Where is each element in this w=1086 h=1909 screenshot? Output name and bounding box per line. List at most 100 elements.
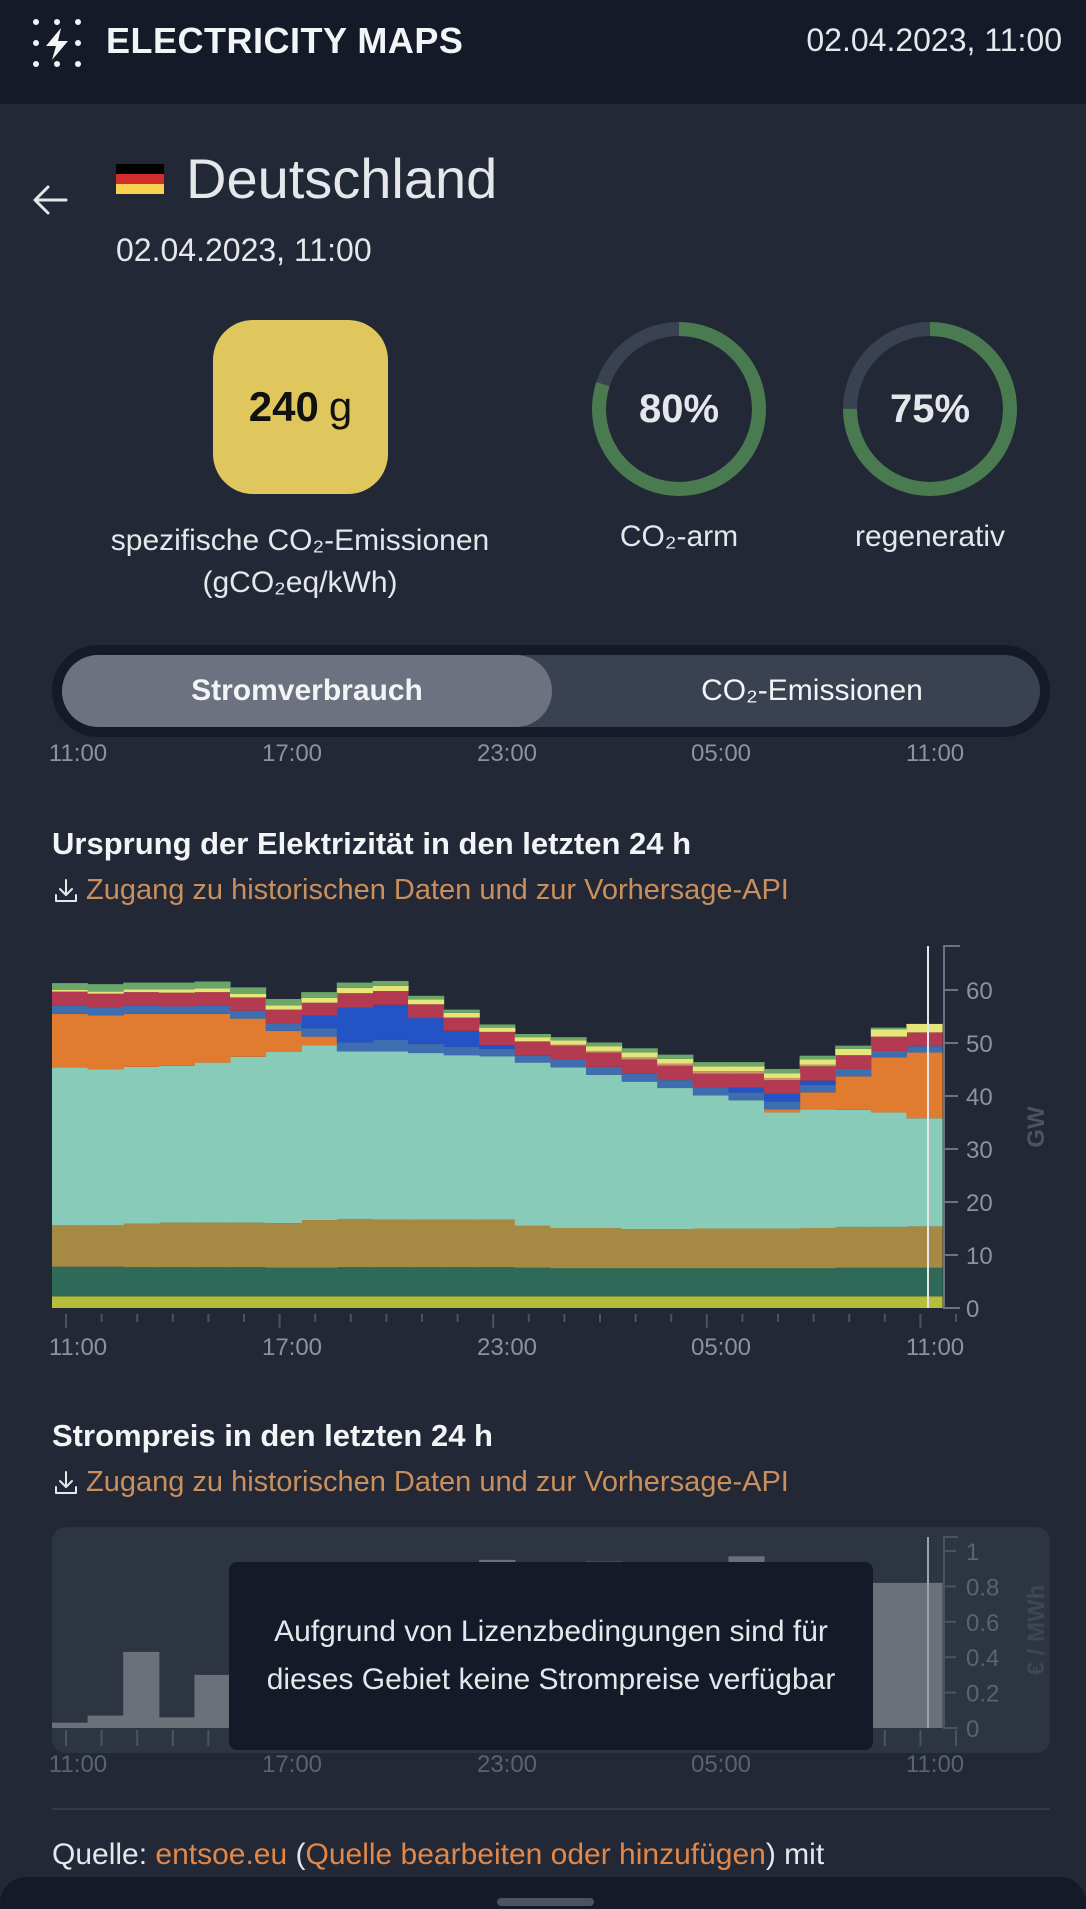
area-segment-lignite: [301, 1220, 338, 1268]
area-segment-solar: [764, 1109, 801, 1113]
area-segment-biomass: [479, 1267, 516, 1297]
area-segment-coal: [692, 1071, 729, 1074]
edit-source-link[interactable]: Quelle bearbeiten oder hinzufügen: [305, 1838, 766, 1871]
area-segment-biomass: [621, 1268, 658, 1297]
area-segment-coal: [586, 1050, 623, 1053]
price-bar: [194, 1674, 231, 1728]
area-segment-oil: [657, 1058, 694, 1064]
price-unavailable-message: Aufgrund von Lizenzbedingungen sind für …: [229, 1562, 873, 1750]
area-segment-lignite: [799, 1227, 836, 1269]
area-segment-hydro: [870, 1050, 907, 1058]
area-segment-oil: [764, 1073, 801, 1078]
area-segment-lignite: [443, 1219, 480, 1268]
area-segment-biomass: [764, 1268, 801, 1297]
area-segment-hydro: [586, 1066, 623, 1075]
area-segment-gas: [514, 1041, 551, 1056]
area-segment-lignite: [550, 1227, 587, 1269]
area-segment-nuclear: [336, 1296, 373, 1308]
area-segment-nuclear: [265, 1296, 302, 1308]
area-segment-wind: [479, 1056, 516, 1220]
area-segment-lignite: [621, 1229, 658, 1269]
toggle-consumption[interactable]: Stromverbrauch: [62, 655, 552, 727]
area-segment-gas: [799, 1066, 836, 1081]
area-segment-coal: [764, 1077, 801, 1081]
renewable-ring[interactable]: 75%: [841, 320, 1019, 498]
area-segment-solar: [301, 1036, 338, 1046]
area-segment-lignite: [514, 1225, 551, 1268]
time-label: 05:00: [690, 740, 752, 767]
area-segment-oil: [692, 1066, 729, 1072]
price-api-link[interactable]: Zugang zu historischen Daten und zur Vor…: [52, 1466, 789, 1499]
area-segment-lignite: [479, 1219, 516, 1268]
area-segment-gas: [586, 1052, 623, 1067]
area-segment-nuclear: [158, 1296, 195, 1308]
area-segment-nuclear: [514, 1296, 551, 1308]
area-segment-oil: [835, 1048, 872, 1056]
area-segment-gas: [657, 1065, 694, 1081]
x-tick-label: 23:00: [477, 1334, 537, 1360]
lightning-bolt-dots-icon: [33, 19, 81, 67]
area-segment-gas: [906, 1032, 943, 1047]
area-segment-nuclear: [906, 1296, 943, 1308]
area-segment-oil: [799, 1059, 836, 1065]
area-segment-other: [799, 1055, 836, 1060]
price-bar: [870, 1582, 907, 1728]
price-bar: [906, 1582, 943, 1728]
area-segment-biomass: [586, 1268, 623, 1297]
area-segment-wind: [657, 1088, 694, 1230]
x-tick-label: 17:00: [262, 1334, 322, 1360]
area-segment-gas: [728, 1073, 765, 1088]
flag-de-icon: [116, 164, 164, 194]
area-segment-nuclear: [443, 1296, 480, 1308]
area-segment-gas: [621, 1059, 658, 1074]
x-tick-label: 11:00: [49, 1334, 107, 1360]
timeline-slider-labels[interactable]: 11:00 17:00 23:00 05:00 11:00: [0, 740, 1086, 770]
area-segment-lignite: [265, 1223, 302, 1268]
area-segment-gas: [870, 1036, 907, 1051]
area-segment-hydro: [194, 1005, 231, 1014]
area-segment-hydro: [764, 1101, 801, 1110]
area-segment-nuclear: [621, 1296, 658, 1308]
zone-name: Deutschland: [186, 147, 498, 210]
area-segment-biomass: [52, 1266, 89, 1297]
area-segment-other: [550, 1037, 587, 1041]
arrow-left-icon[interactable]: [30, 182, 70, 218]
area-segment-wind: [301, 1045, 338, 1221]
low-carbon-label: CO₂-arm: [619, 520, 739, 553]
header-datetime: 02.04.2023, 11:00: [806, 22, 1062, 58]
area-segment-lignite: [764, 1228, 801, 1269]
download-icon: [55, 1470, 77, 1494]
chart-mode-toggle: CO₂-Emissionen Stromverbrauch: [52, 645, 1050, 737]
origin-api-link[interactable]: Zugang zu historischen Daten und zur Vor…: [52, 874, 789, 907]
source-link[interactable]: entsoe.eu: [155, 1838, 288, 1871]
area-segment-gas: [123, 992, 160, 1006]
area-segment-gas: [336, 993, 373, 1008]
area-segment-biomass: [194, 1267, 231, 1297]
app-title[interactable]: ELECTRICITY MAPS: [106, 20, 464, 61]
area-segment-other: [336, 982, 373, 988]
x-tick-label: 11:00: [906, 1334, 964, 1360]
bottom-sheet-handle[interactable]: [497, 1898, 594, 1906]
area-segment-gas: [87, 993, 124, 1008]
area-segment-biomass: [799, 1268, 836, 1297]
area-segment-gas: [443, 1017, 480, 1031]
area-segment-wind: [764, 1112, 801, 1229]
zone-datetime: 02.04.2023, 11:00: [116, 232, 372, 268]
area-segment-wind: [52, 1067, 89, 1226]
area-segment-biomass: [906, 1267, 943, 1297]
area-segment-biomass: [158, 1267, 195, 1297]
source-attribution: Quelle: entsoe.eu (Quelle bearbeiten ode…: [52, 1838, 824, 1872]
origin-areas: [52, 980, 943, 1308]
area-segment-gas: [194, 992, 231, 1006]
area-segment-nuclear: [657, 1296, 694, 1308]
area-segment-hydro-storage: [479, 1045, 516, 1049]
area-segment-other: [835, 1045, 872, 1049]
origin-x-axis: 11:00 17:00 23:00 05:00 11:00: [49, 1314, 964, 1360]
low-carbon-ring[interactable]: 80%: [590, 320, 768, 498]
app-header: ELECTRICITY MAPS 02.04.2023, 11:00: [0, 0, 1086, 104]
area-segment-wind: [514, 1062, 551, 1226]
area-segment-biomass: [123, 1267, 160, 1297]
area-segment-hydro: [692, 1087, 729, 1096]
area-segment-wind: [621, 1081, 658, 1230]
